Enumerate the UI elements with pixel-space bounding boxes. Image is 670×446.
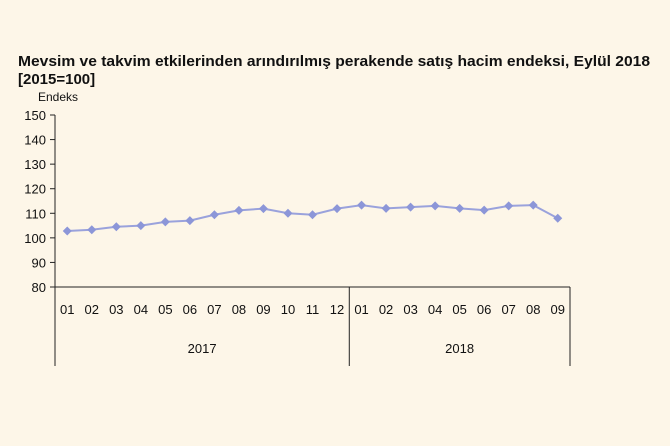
x-tick-label: 09: [551, 302, 565, 317]
data-point: [87, 225, 97, 235]
chart-title: Mevsim ve takvim etkilerinden arındırılm…: [18, 53, 650, 70]
data-point: [283, 208, 293, 218]
y-tick-label: 80: [32, 280, 46, 295]
x-tick-label: 02: [379, 302, 393, 317]
y-axis-label: Endeks: [38, 90, 78, 104]
data-point: [553, 213, 563, 223]
data-point: [504, 201, 514, 211]
x-tick-label: 03: [403, 302, 417, 317]
y-tick-label: 110: [25, 206, 46, 221]
x-tick-label: 12: [330, 302, 344, 317]
x-tick-label: 01: [60, 302, 74, 317]
data-point: [62, 226, 72, 236]
y-tick-label: 130: [24, 157, 46, 172]
data-point: [455, 203, 465, 213]
data-point: [430, 201, 440, 211]
x-tick-label: 07: [501, 302, 515, 317]
x-tick-label: 07: [207, 302, 221, 317]
y-tick-label: 100: [24, 231, 46, 246]
chart-subtitle: [2015=100]: [18, 71, 95, 88]
y-tick-label: 140: [24, 133, 46, 148]
data-point: [234, 205, 244, 215]
data-point: [406, 202, 416, 212]
data-point: [111, 222, 121, 232]
x-tick-label: 05: [452, 302, 466, 317]
x-tick-label: 02: [85, 302, 99, 317]
data-point: [209, 210, 219, 220]
data-point: [332, 204, 342, 214]
x-tick-label: 04: [428, 302, 442, 317]
x-tick-label: 01: [354, 302, 368, 317]
y-tick-label: 120: [24, 182, 46, 197]
data-point: [357, 200, 367, 210]
x-tick-label: 10: [281, 302, 295, 317]
y-tick-label: 90: [32, 255, 46, 270]
data-point: [381, 203, 391, 213]
x-tick-label: 05: [158, 302, 172, 317]
x-tick-label: 03: [109, 302, 123, 317]
x-tick-label: 06: [183, 302, 197, 317]
group-label: 2017: [188, 341, 217, 356]
data-point: [308, 210, 317, 220]
x-tick-label: 04: [134, 302, 148, 317]
data-point: [479, 205, 489, 215]
data-point: [136, 221, 146, 231]
x-tick-label: 08: [526, 302, 540, 317]
x-tick-label: 08: [232, 302, 246, 317]
data-point: [528, 200, 538, 210]
data-point: [258, 204, 268, 214]
data-point: [185, 216, 195, 226]
x-tick-label: 09: [256, 302, 270, 317]
x-tick-label: 11: [306, 302, 320, 317]
group-label: 2018: [445, 341, 474, 356]
y-tick-label: 150: [24, 108, 46, 123]
x-tick-label: 06: [477, 302, 491, 317]
data-point: [160, 217, 170, 227]
